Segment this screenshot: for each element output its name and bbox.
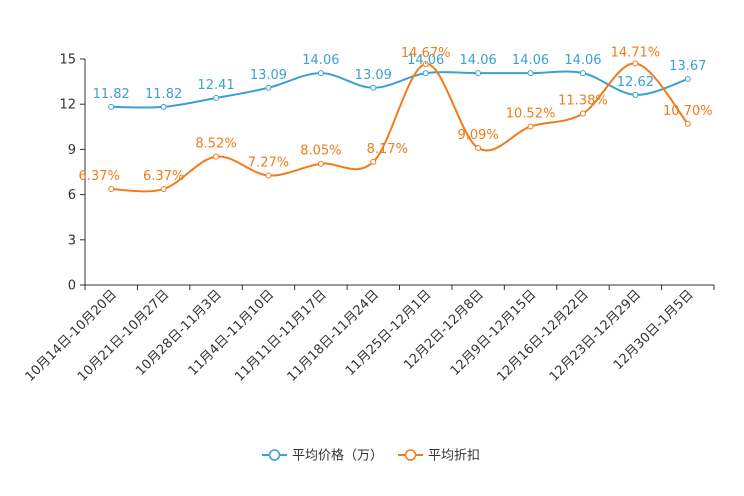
x-category-label: 10月21日-10月27日: [75, 287, 172, 384]
y-tick-label: 6: [68, 188, 76, 203]
legend-marker-icon: [404, 449, 417, 461]
data-point[interactable]: [579, 110, 586, 117]
data-label: 14.71%: [611, 45, 661, 60]
data-label: 10.70%: [663, 104, 713, 119]
data-point[interactable]: [160, 103, 167, 110]
data-label: 14.06: [564, 53, 601, 68]
data-point[interactable]: [632, 60, 639, 67]
axes: 0369121510月14日-10月20日10月21日-10月27日10月28日…: [23, 53, 715, 385]
y-tick-label: 3: [68, 233, 76, 248]
data-point[interactable]: [370, 84, 377, 91]
legend-label: 平均折扣: [428, 449, 480, 464]
data-point[interactable]: [370, 158, 377, 165]
data-point[interactable]: [527, 123, 534, 130]
legend-marker-icon: [268, 449, 281, 461]
data-label: 8.17%: [367, 142, 408, 157]
data-point[interactable]: [317, 70, 324, 77]
data-point[interactable]: [108, 103, 115, 110]
series-0: [108, 70, 691, 110]
x-category-label: 12月16日-12月22日: [494, 287, 591, 384]
data-label: 13.09: [250, 68, 287, 83]
series-layer: [108, 60, 691, 193]
data-label: 8.05%: [300, 144, 341, 159]
x-category-label: 11月18日-11月24日: [285, 287, 382, 384]
data-label: 6.37%: [143, 169, 184, 184]
legend-item-1[interactable]: 平均折扣: [398, 449, 480, 464]
data-label: 14.06: [407, 53, 444, 68]
data-point[interactable]: [579, 70, 586, 77]
legend-item-0[interactable]: 平均价格（万）: [262, 448, 383, 464]
data-label: 14.06: [302, 53, 339, 68]
data-point[interactable]: [265, 84, 272, 91]
data-label: 12.62: [617, 75, 654, 90]
data-label: 13.09: [355, 68, 392, 83]
data-point[interactable]: [422, 70, 429, 77]
x-category-label: 10月14日-10月20日: [23, 287, 120, 384]
data-label: 11.38%: [558, 94, 608, 109]
data-point[interactable]: [684, 120, 691, 127]
data-label: 6.37%: [79, 169, 120, 184]
data-label: 11.82: [93, 87, 130, 102]
data-point[interactable]: [684, 76, 691, 83]
data-point[interactable]: [265, 172, 272, 179]
data-point[interactable]: [213, 153, 220, 160]
data-label: 13.67: [669, 59, 706, 74]
data-point[interactable]: [108, 186, 115, 193]
data-label: 11.82: [145, 87, 182, 102]
y-tick-label: 0: [68, 279, 76, 294]
data-point[interactable]: [160, 186, 167, 193]
y-tick-label: 15: [59, 53, 76, 68]
data-point[interactable]: [632, 91, 639, 98]
data-label: 12.41: [197, 78, 234, 93]
data-point[interactable]: [475, 70, 482, 77]
data-point[interactable]: [422, 60, 429, 67]
data-point[interactable]: [527, 70, 534, 77]
data-label: 9.09%: [457, 128, 498, 143]
data-point[interactable]: [213, 95, 220, 102]
data-label: 14.06: [460, 53, 497, 68]
x-category-label: 11月11日-11月17日: [232, 287, 329, 384]
data-label: 10.52%: [506, 106, 556, 121]
data-label: 14.06: [512, 53, 549, 68]
legend-label: 平均价格（万）: [292, 448, 383, 464]
y-tick-label: 12: [59, 98, 76, 113]
series-line: [110, 70, 689, 109]
y-tick-label: 9: [68, 143, 76, 158]
data-label: 14.67%: [401, 46, 451, 61]
legend[interactable]: 平均价格（万） 平均折扣: [262, 448, 480, 464]
data-label: 7.27%: [248, 155, 289, 170]
data-point[interactable]: [317, 160, 324, 167]
data-label: 8.52%: [195, 137, 236, 152]
x-category-label: 12月23日-12月29日: [547, 287, 644, 384]
data-point[interactable]: [475, 145, 482, 152]
data-labels: 11.82 11.82 12.41 13.09 14.06 13.09 14.06 14.06…: [79, 45, 713, 184]
series-1: [108, 60, 691, 193]
